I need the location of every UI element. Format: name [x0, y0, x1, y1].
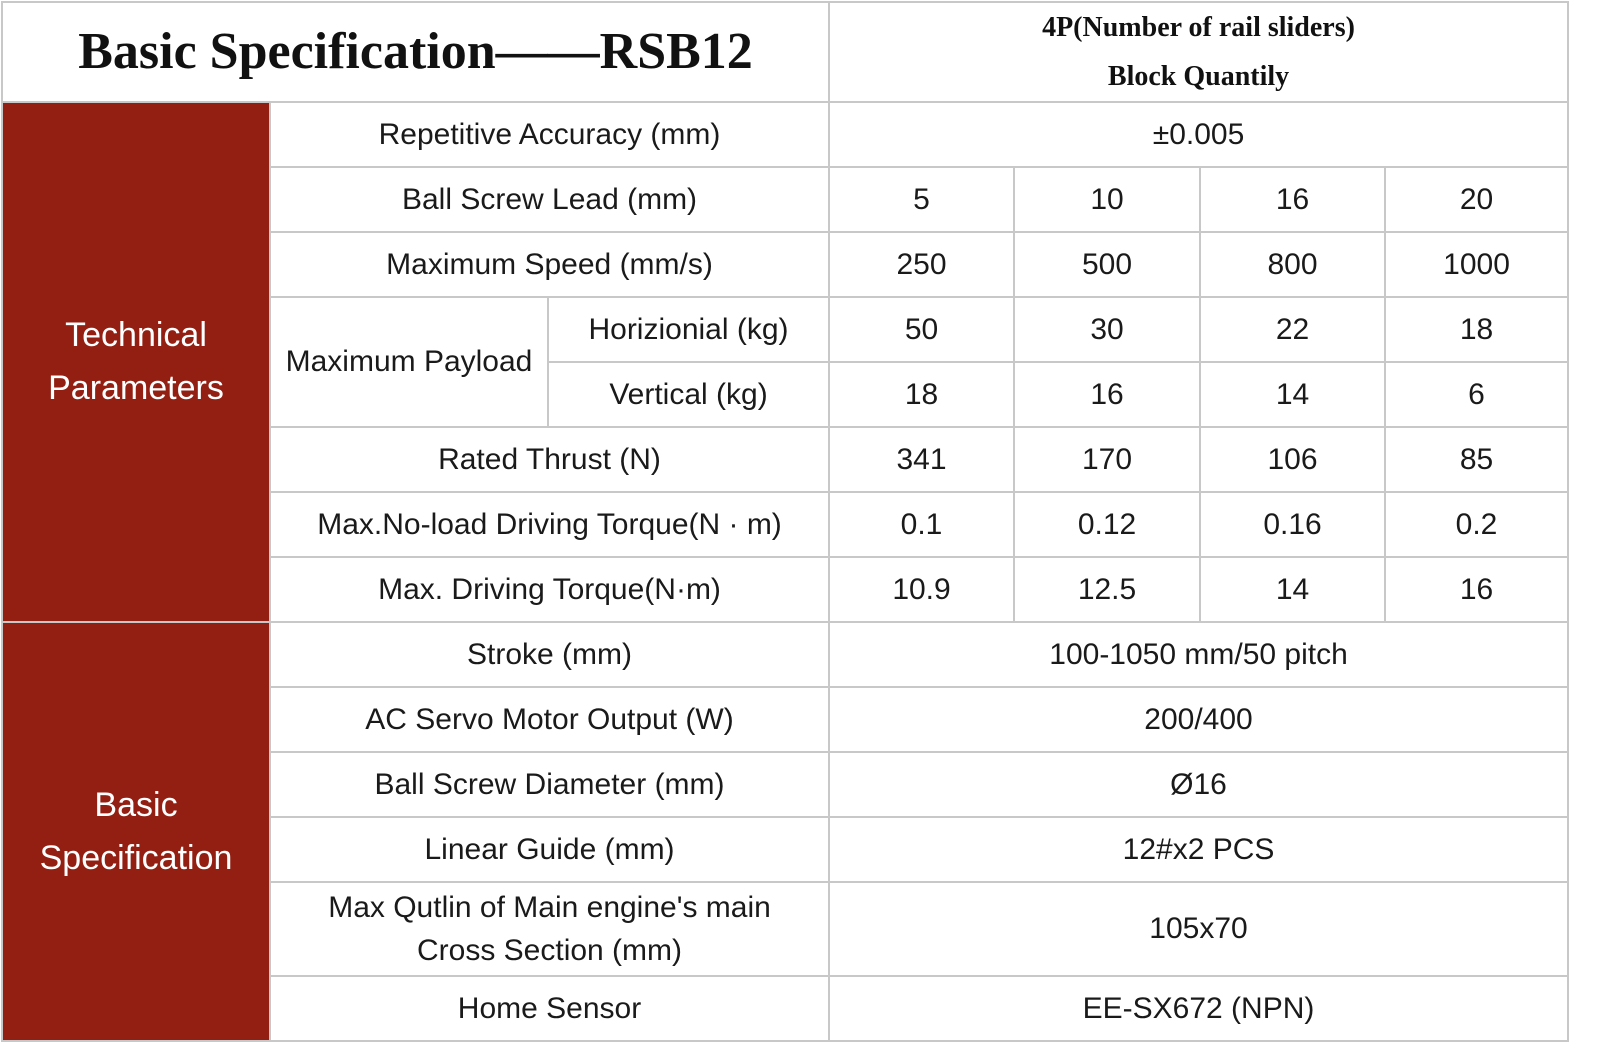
value-cell: 0.12	[1013, 491, 1202, 558]
row-label-repetitive-accuracy: Repetitive Accuracy (mm)	[268, 101, 831, 168]
header-line-1: 4P(Number of rail sliders)	[1042, 12, 1355, 43]
value-linear-guide: 12#x2 PCS	[828, 816, 1570, 883]
value-cell: 170	[1013, 426, 1202, 493]
table-row: Max Qutlin of Main engine's main Cross S…	[2, 881, 1570, 977]
table-row: Ball Screw Diameter (mm) Ø16	[2, 751, 1570, 818]
value-cell: 1000	[1384, 231, 1570, 298]
value-cell: 18	[828, 361, 1016, 428]
row-label-linear-guide: Linear Guide (mm)	[268, 816, 831, 883]
row-label-driving-torque: Max. Driving Torque(N·m)	[268, 556, 831, 623]
value-cell: 16	[1013, 361, 1202, 428]
row-label-no-load-torque: Max.No-load Driving Torque(N · m)	[268, 491, 831, 558]
value-cell: 500	[1013, 231, 1202, 298]
value-cell: 10.9	[828, 556, 1016, 623]
row-label-home-sensor: Home Sensor	[268, 975, 831, 1042]
value-cell: 250	[828, 231, 1016, 298]
value-cell: 16	[1199, 166, 1387, 233]
value-cell: 14	[1199, 361, 1387, 428]
value-cell: 0.1	[828, 491, 1016, 558]
value-cell: 22	[1199, 296, 1387, 363]
table-row: Maximum Speed (mm/s) 250 500 800 1000	[2, 231, 1570, 298]
table-row: Basic Specification Stroke (mm) 100-1050…	[1, 621, 1570, 1042]
value-cell: 14	[1199, 556, 1387, 623]
table-row: Vertical (kg) 18 16 14 6	[2, 361, 1570, 428]
row-label-vertical: Vertical (kg)	[546, 361, 831, 428]
table-row: Ball Screw Lead (mm) 5 10 16 20	[2, 166, 1570, 233]
value-repetitive-accuracy: ±0.005	[828, 101, 1570, 168]
table-row: Max. Driving Torque(N·m) 10.9 12.5 14 16	[2, 556, 1570, 623]
value-cell: 16	[1384, 556, 1570, 623]
table-row: AC Servo Motor Output (W) 200/400	[2, 686, 1570, 753]
row-label-horizontal: Horizionial (kg)	[546, 296, 831, 363]
value-cell: 800	[1199, 231, 1387, 298]
value-ball-screw-diameter: Ø16	[828, 751, 1570, 818]
value-cell: 0.16	[1199, 491, 1387, 558]
value-cell: 50	[828, 296, 1016, 363]
row-label-rated-thrust: Rated Thrust (N)	[268, 426, 831, 493]
row-label-ball-screw-diameter: Ball Screw Diameter (mm)	[268, 751, 831, 818]
cross-section-label-line-1: Max Qutlin of Main engine's main	[328, 890, 771, 924]
table-row: Linear Guide (mm) 12#x2 PCS	[2, 816, 1570, 883]
table-row: Home Sensor EE-SX672 (NPN)	[2, 975, 1570, 1042]
group-label-line: Technical	[65, 316, 207, 355]
value-stroke: 100-1050 mm/50 pitch	[828, 621, 1570, 688]
value-cell: 6	[1384, 361, 1570, 428]
value-cell: 30	[1013, 296, 1202, 363]
value-home-sensor: EE-SX672 (NPN)	[828, 975, 1570, 1042]
table-row: Technical Parameters Repetitive Accuracy…	[1, 101, 1570, 623]
cross-section-label-line-2: Cross Section (mm)	[416, 934, 683, 967]
value-cell: 10	[1013, 166, 1202, 233]
spec-table: Basic Specification——RSB12 4P(Number of …	[0, 1, 1570, 1042]
row-label-ball-screw-lead: Ball Screw Lead (mm)	[268, 166, 831, 233]
row-label-maximum-payload: Maximum Payload	[269, 296, 549, 428]
value-cell: 0.2	[1384, 491, 1570, 558]
value-cell: 18	[1384, 296, 1570, 363]
row-label-servo-motor: AC Servo Motor Output (W)	[268, 686, 831, 753]
value-servo-motor: 200/400	[828, 686, 1570, 753]
table-row: Rated Thrust (N) 341 170 106 85	[2, 426, 1570, 493]
row-label-cross-section: Max Qutlin of Main engine's main Cross S…	[268, 881, 831, 977]
value-cell: 341	[828, 426, 1016, 493]
value-cross-section: 105x70	[828, 881, 1570, 977]
group-technical-parameters: Technical Parameters	[1, 101, 271, 623]
row-label-stroke: Stroke (mm)	[268, 621, 831, 688]
value-cell: 85	[1384, 426, 1570, 493]
block-quantity-header: 4P(Number of rail sliders) Block Quantil…	[828, 1, 1570, 103]
group-basic-specification: Basic Specification	[1, 621, 271, 1042]
value-cell: 5	[828, 166, 1016, 233]
title-row: Basic Specification——RSB12 4P(Number of …	[0, 1, 1570, 103]
value-cell: 106	[1199, 426, 1387, 493]
value-cell: 12.5	[1013, 556, 1202, 623]
value-cell: 20	[1384, 166, 1570, 233]
group-label-line: Parameters	[48, 369, 224, 407]
group-label-line: Specification	[39, 838, 233, 877]
page-title: Basic Specification——RSB12	[0, 1, 831, 103]
group-label-line: Basic	[94, 785, 178, 824]
header-line-2: Block Quantily	[1107, 61, 1290, 92]
table-row: Max.No-load Driving Torque(N · m) 0.1 0.…	[2, 491, 1570, 558]
table-row: Maximum Payload Horizionial (kg) 50 30 2…	[2, 296, 1570, 428]
row-label-maximum-speed: Maximum Speed (mm/s)	[268, 231, 831, 298]
